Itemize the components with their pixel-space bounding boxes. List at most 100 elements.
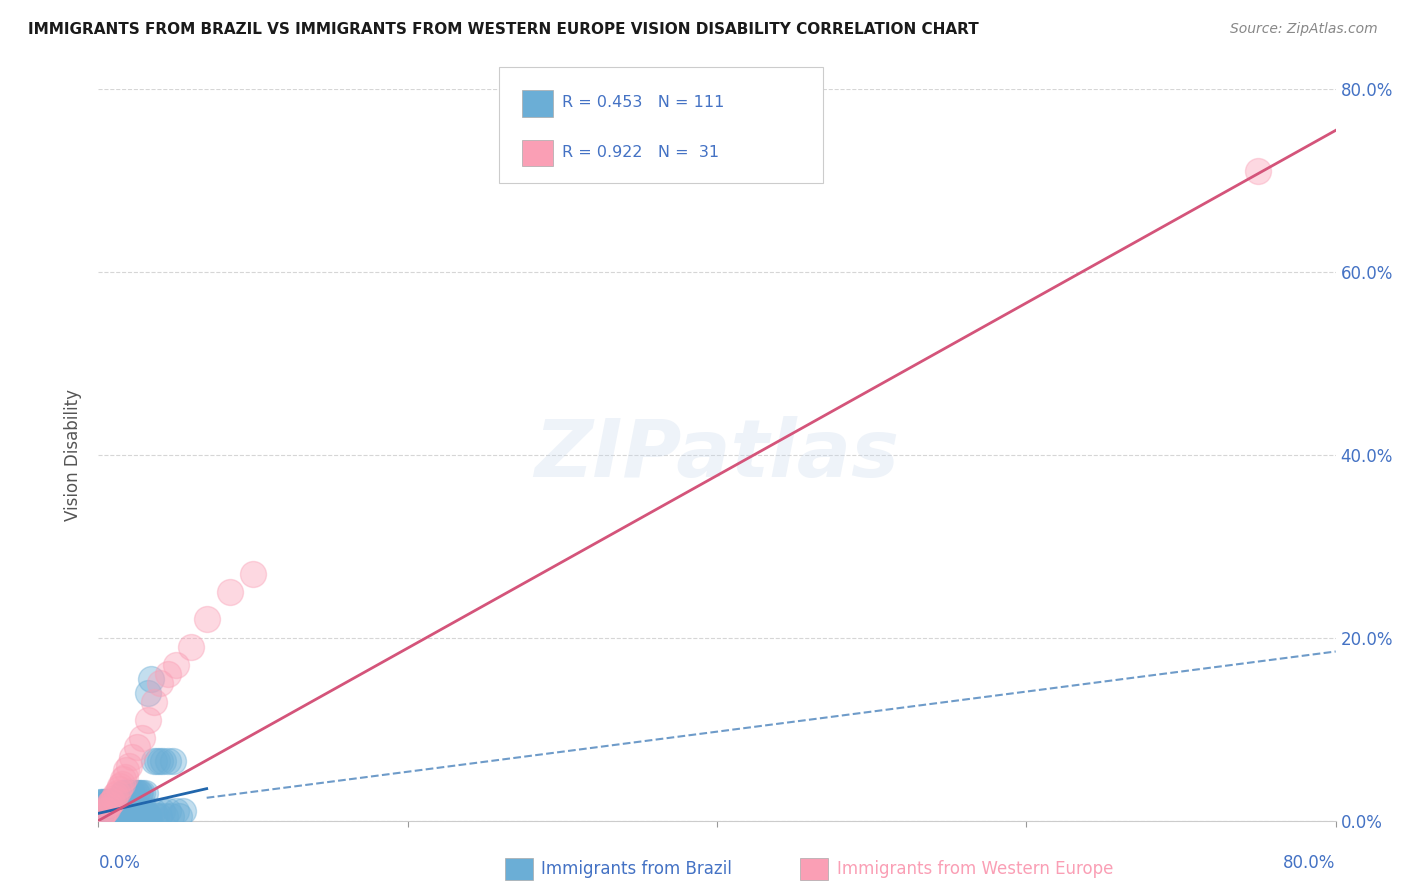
Point [112,805,135,819]
Point [157,805,180,819]
Point [111,809,134,823]
Point [111,805,134,819]
Point [93,809,115,823]
Point [108,779,131,793]
Point [118,758,141,772]
Point [121,786,143,800]
Point [90,796,112,810]
Point [162,754,184,768]
Point [111,777,134,791]
Point [124,786,146,800]
Point [93,805,115,819]
Point [93,805,115,819]
Point [103,796,125,810]
Point [143,695,166,709]
Point [108,805,131,819]
Point [122,809,145,823]
Point [146,754,169,768]
Point [121,809,143,823]
Text: Immigrants from Western Europe: Immigrants from Western Europe [837,860,1114,878]
Point [118,786,141,800]
Point [105,796,128,810]
Point [152,754,174,768]
Point [90,800,112,814]
Point [128,809,150,823]
Point [117,786,139,800]
Point [129,786,152,800]
Point [89,800,111,814]
Point [107,809,129,823]
Point [127,740,149,755]
Point [127,805,149,819]
Point [89,796,111,810]
Point [121,749,143,764]
Point [97,809,120,823]
Point [115,809,138,823]
Point [150,805,173,819]
Point [148,809,170,823]
Point [101,796,124,810]
Point [157,667,180,681]
Point [89,809,111,823]
Point [134,786,156,800]
Point [136,713,159,727]
Point [153,809,176,823]
Point [98,809,121,823]
Point [97,796,120,810]
Point [121,805,143,819]
Text: R = 0.453   N = 111: R = 0.453 N = 111 [562,95,724,111]
Text: R = 0.922   N =  31: R = 0.922 N = 31 [562,145,720,160]
Point [167,809,190,823]
Point [97,805,120,819]
Point [96,796,118,810]
Point [120,809,142,823]
Point [219,585,242,599]
Text: 0.0%: 0.0% [98,854,141,871]
Point [105,805,128,819]
Point [91,806,114,821]
Text: Source: ZipAtlas.com: Source: ZipAtlas.com [1230,22,1378,37]
Point [136,685,159,699]
Point [107,781,129,796]
Point [114,770,136,784]
Point [89,805,111,819]
Point [91,805,114,819]
Point [90,809,112,823]
Point [139,672,162,686]
Point [127,809,149,823]
Point [103,805,125,819]
Point [142,805,165,819]
Point [100,809,122,823]
Point [100,796,122,810]
Point [101,809,124,823]
Point [96,803,118,817]
Point [104,805,127,819]
Point [96,800,118,814]
Point [103,800,125,814]
Point [160,809,183,823]
Point [149,676,172,690]
Text: ZIPatlas: ZIPatlas [534,416,900,494]
Point [105,809,128,823]
Point [136,809,159,823]
Point [165,805,187,819]
Point [93,796,115,810]
Point [91,796,114,810]
Point [96,805,118,819]
Point [122,786,145,800]
Point [91,809,114,823]
Point [1247,164,1270,178]
Point [101,793,124,807]
Point [93,800,115,814]
Point [91,800,114,814]
Point [111,796,134,810]
Point [107,805,129,819]
Point [112,786,135,800]
Point [118,805,141,819]
Point [124,809,146,823]
Point [97,800,120,814]
Point [101,800,124,814]
Point [90,805,112,819]
Point [103,790,125,805]
Point [118,809,141,823]
